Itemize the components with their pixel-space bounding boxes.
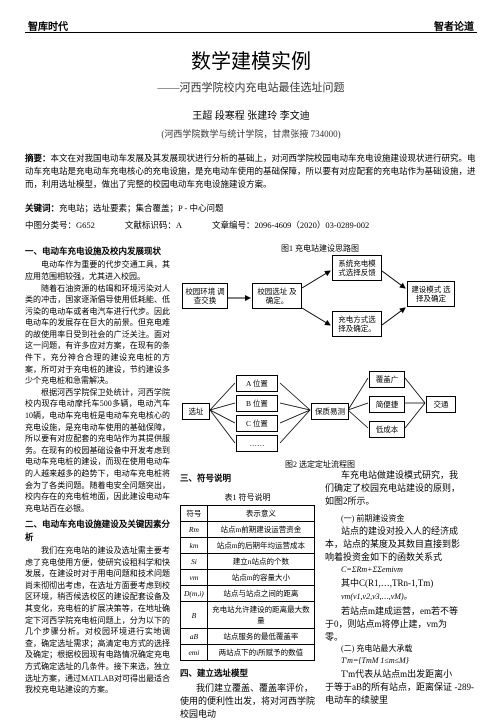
d2-node8: 简便捷 <box>369 396 405 413</box>
table-row: 符号表示意义 <box>181 506 315 522</box>
d2-node1: 选址 <box>182 403 210 420</box>
table-cell: 站点m前期建设运营资金 <box>207 522 314 538</box>
table-row: B充电站允许建设的距离最大数量 <box>181 602 315 629</box>
s1-text: 站点的建设对投入人的经济成本，站点的某度及其数目直接到影响着投资金如下的函数关系… <box>325 524 460 563</box>
s2-text: 其中C(R1,…,TRn-1,Tm) <box>325 576 460 589</box>
s5-text: T'm代表从站点m出发距离小于等于aB的所有站点，距离保证电动车的续驶里 <box>325 667 460 706</box>
section4-title: 四、建立选址模型 <box>180 667 315 679</box>
section1-p1: 电动车作为重要的代步交通工具，其应用范围相较强，尤其进入校园。 <box>25 259 170 282</box>
figure2-caption: 图2 选定定址流程图 <box>180 459 460 470</box>
s2-text2: vm(v1,v2,v3,…,vM)。 <box>325 591 460 602</box>
table-cell: aB <box>181 629 208 645</box>
main-content: 一、电动车充电设施及校内发展现状 电动车作为重要的代步交通工具，其应用范围相较强… <box>25 241 477 720</box>
table-row: emi两站点下的i所赋予的数值 <box>181 645 315 661</box>
d1-node1: 校园环境 调查交换 <box>182 283 228 309</box>
figure1: 校园环境 调查交换 校园选址 及确定。 系统充电模 式选择反馈 充电方式选 择及… <box>180 243 460 358</box>
table-cell: 表示意义 <box>207 506 314 522</box>
table-row: vm站点m的容量大小 <box>181 570 315 586</box>
left-column: 一、电动车充电设施及校内发展现状 电动车作为重要的代步交通工具，其应用范围相较强… <box>25 241 170 720</box>
d1-node3: 系统充电模 式选择反馈 <box>332 255 382 281</box>
formula2: T'm={TmM 1≤m≤M} <box>325 656 460 665</box>
article-subtitle: ——河西学院校内充电站最佳选址问题 <box>25 79 477 95</box>
table-cell: emi <box>181 645 208 661</box>
keywords-label: 关键词： <box>25 203 59 213</box>
table-cell: 站点与站点之间的距离 <box>207 586 314 602</box>
d2-node2: A 位置 <box>236 375 278 392</box>
figure1-caption: 图1 充电站建设思路图 <box>180 243 460 254</box>
formula1: C=ΣRm+ΣΣemivm <box>325 565 460 574</box>
table-cell: Si <box>181 554 208 570</box>
table-cell: B <box>181 602 208 629</box>
table-cell: km <box>181 538 208 554</box>
table-cell: D(m,i) <box>181 586 208 602</box>
s1-title: (一) 前期建设资金 <box>325 513 460 524</box>
d2-node6: 保质易测 <box>311 403 349 420</box>
table-cell: 站点服务的最低覆盖率 <box>207 629 314 645</box>
article-number: 文章编号：2096-4609（2020）03-0289-002 <box>212 219 369 231</box>
subsection1: (一) 前期建设资金 站点的建设对投入人的经济成本，站点的某度及其数目直接到影响… <box>325 513 460 706</box>
middle-column: 三、符号说明 表1 符号说明 符号表示意义Rm站点m前期建设运营资金km站点m的… <box>180 468 315 720</box>
s3-text: 若站点m建成运营，em若不等于0，则站点m将停止建，vm为零。 <box>325 604 460 643</box>
rcol-p1: 车充电站做建设模式研究，我们确定了校园充电站建设的原则，如图2所示。 <box>325 468 460 507</box>
table-cell: 站点m的容量大小 <box>207 570 314 586</box>
d2-node3: B 位置 <box>236 395 278 412</box>
header-right: 智者论道 <box>434 18 474 33</box>
table-cell: 两站点下的i所赋予的数值 <box>207 645 314 661</box>
keywords-text: 充电站；选址要素；集合覆盖；P - 中心问题 <box>59 203 224 213</box>
header-line <box>25 32 477 33</box>
table1-block: 表1 符号说明 符号表示意义Rm站点m前期建设运营资金km站点m的后期年均运营成… <box>180 492 315 661</box>
table-cell: vm <box>181 570 208 586</box>
d2-node4: C 位置 <box>236 415 278 432</box>
section1-p2: 随着石油资源的枯竭和环境污染对人类的冲击，国家逐渐倡导使用低耗能、低污染的电动车… <box>25 283 170 387</box>
d2-node9: 低成本 <box>369 421 405 438</box>
abstract: 摘要：本文在对我国电动车发展及其发展现状进行分析的基础上，对河西学院校园电动车充… <box>25 152 477 190</box>
classification-row: 中图分类号：G652 文献标识码：A 文章编号：2096-4609（2020）0… <box>25 219 477 231</box>
section1-p3: 根据河西学院保卫处统计，河西学院校内现存电动摩托车500多辆，电动汽车10辆，电… <box>25 387 170 515</box>
d1-node4: 充电方式选 择及确定。 <box>332 311 382 337</box>
figure2: 选址 A 位置 B 位置 C 位置 …… 保质易测 覆盖广 简便捷 低成本 交通… <box>180 363 460 468</box>
section4-p1: 我们建立覆盖、覆盖率评价，使用的便利性出发，将对河西学院校园电动 <box>180 681 315 720</box>
table-cell: 站点m的后期年均运营成本 <box>207 538 314 554</box>
page-number: -289- <box>455 682 475 692</box>
table1-caption: 表1 符号说明 <box>180 492 315 503</box>
keywords: 关键词：充电站；选址要素；集合覆盖；P - 中心问题 <box>25 202 477 215</box>
doc-code: 文献标识码：A <box>125 219 182 231</box>
d2-node7: 覆盖广 <box>369 371 405 388</box>
table-row: Si建立n站点的个数 <box>181 554 315 570</box>
table-row: aB站点服务的最低覆盖率 <box>181 629 315 645</box>
section2-p1: 我们在充电站的建设及选址需主要考虑了充电使用方便，使研究设租科学和快发展，在建设… <box>25 545 170 696</box>
table-cell: 建立n站点的个数 <box>207 554 314 570</box>
abstract-label: 摘要： <box>25 153 51 163</box>
abstract-text: 本文在对我国电动车发展及其发展现状进行分析的基础上，对河西学院校园电动车充电设施… <box>25 153 476 189</box>
table-cell: 充电站允许建设的距离最大数量 <box>207 602 314 629</box>
s4-title: (二) 充电站最大承载 <box>325 643 460 654</box>
d1-node2: 校园选址 及确定。 <box>252 283 302 309</box>
cn-class: 中图分类号：G652 <box>25 219 95 231</box>
d2-node5: …… <box>236 435 278 452</box>
article-title: 数学建模实例 <box>25 45 477 74</box>
table-row: D(m,i)站点与站点之间的距离 <box>181 586 315 602</box>
section2-title: 二、电动车充电设施建设及关键因素分析 <box>25 518 170 543</box>
authors: 王超 段寒程 张建玲 李文迪 <box>25 107 477 122</box>
bottom-columns: 三、符号说明 表1 符号说明 符号表示意义Rm站点m前期建设运营资金km站点m的… <box>180 468 460 720</box>
affiliation: (河西学院数学与统计学院，甘肃张掖 734000) <box>25 127 477 140</box>
table-cell: 符号 <box>181 506 208 522</box>
section1-title: 一、电动车充电设施及校内发展现状 <box>25 245 170 257</box>
section3-title: 三、符号说明 <box>180 472 315 484</box>
table-cell: Rm <box>181 522 208 538</box>
d1-node5: 建设模式 选择及确定 <box>407 281 455 307</box>
d2-node10: 交通 <box>426 396 456 413</box>
table-row: Rm站点m前期建设运营资金 <box>181 522 315 538</box>
header-left: 智库时代 <box>28 18 68 33</box>
right-area: 校园环境 调查交换 校园选址 及确定。 系统充电模 式选择反馈 充电方式选 择及… <box>180 241 460 720</box>
right-column: 车充电站做建设模式研究，我们确定了校园充电站建设的原则，如图2所示。 (一) 前… <box>325 468 460 720</box>
table-row: km站点m的后期年均运营成本 <box>181 538 315 554</box>
table1: 符号表示意义Rm站点m前期建设运营资金km站点m的后期年均运营成本Si建立n站点… <box>180 505 315 661</box>
